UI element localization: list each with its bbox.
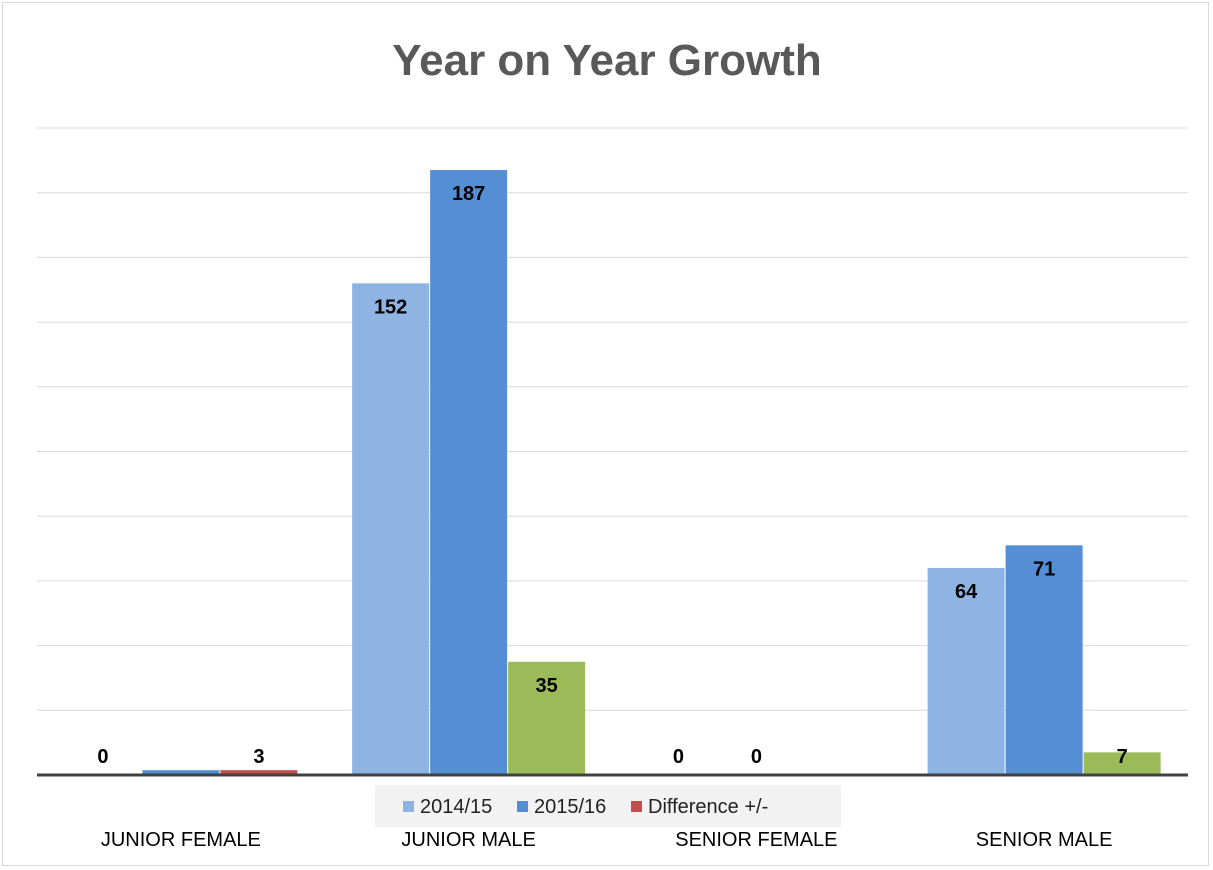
category-labels: JUNIOR FEMALE JUNIOR MALE SENIOR FEMALE SEN… <box>101 829 1113 851</box>
data-label: 3 <box>253 746 264 768</box>
data-label: 187 <box>452 183 485 205</box>
chart-title: Year on Year Growth <box>392 36 822 85</box>
bar-junior-female-1 <box>142 770 220 775</box>
chart-svg: 0 3 152 187 35 0 0 64 71 7 JUNIOR FEMALE JUNIOR MA… <box>37 36 1188 851</box>
bar-junior-male-2 <box>508 661 586 775</box>
data-label: 0 <box>751 746 762 768</box>
data-label: 152 <box>374 296 407 318</box>
category-label: SENIOR FEMALE <box>675 829 837 851</box>
legend-entry: Difference +/- <box>648 796 768 818</box>
data-label: 71 <box>1033 558 1055 580</box>
data-label: 64 <box>955 581 978 603</box>
data-label: 0 <box>673 746 684 768</box>
legend-entry: 2014/15 <box>420 796 492 818</box>
bar-junior-male-0 <box>352 283 430 775</box>
bar-junior-female-2 <box>220 770 298 775</box>
legend-entry: 2015/16 <box>534 796 606 818</box>
legend: 2014/15 2015/16 Difference +/- <box>375 785 841 827</box>
data-label: 35 <box>536 675 558 697</box>
bar-senior-male-2 <box>1083 752 1161 775</box>
legend-swatch <box>631 801 642 812</box>
gridlines <box>37 127 1188 711</box>
data-label: 7 <box>1117 746 1128 768</box>
bar-senior-male-1 <box>1005 545 1083 775</box>
legend-swatch <box>403 801 414 812</box>
category-label: SENIOR MALE <box>976 829 1113 851</box>
category-label: JUNIOR FEMALE <box>101 829 261 851</box>
legend-background <box>375 785 841 827</box>
legend-swatch <box>517 801 528 812</box>
data-labels: 0 3 152 187 35 0 0 64 71 7 <box>97 183 1127 768</box>
category-label: JUNIOR MALE <box>401 829 535 851</box>
bars <box>142 170 1161 775</box>
bar-junior-male-1 <box>430 170 508 775</box>
bar-senior-male-0 <box>927 567 1005 775</box>
data-label: 0 <box>97 746 108 768</box>
